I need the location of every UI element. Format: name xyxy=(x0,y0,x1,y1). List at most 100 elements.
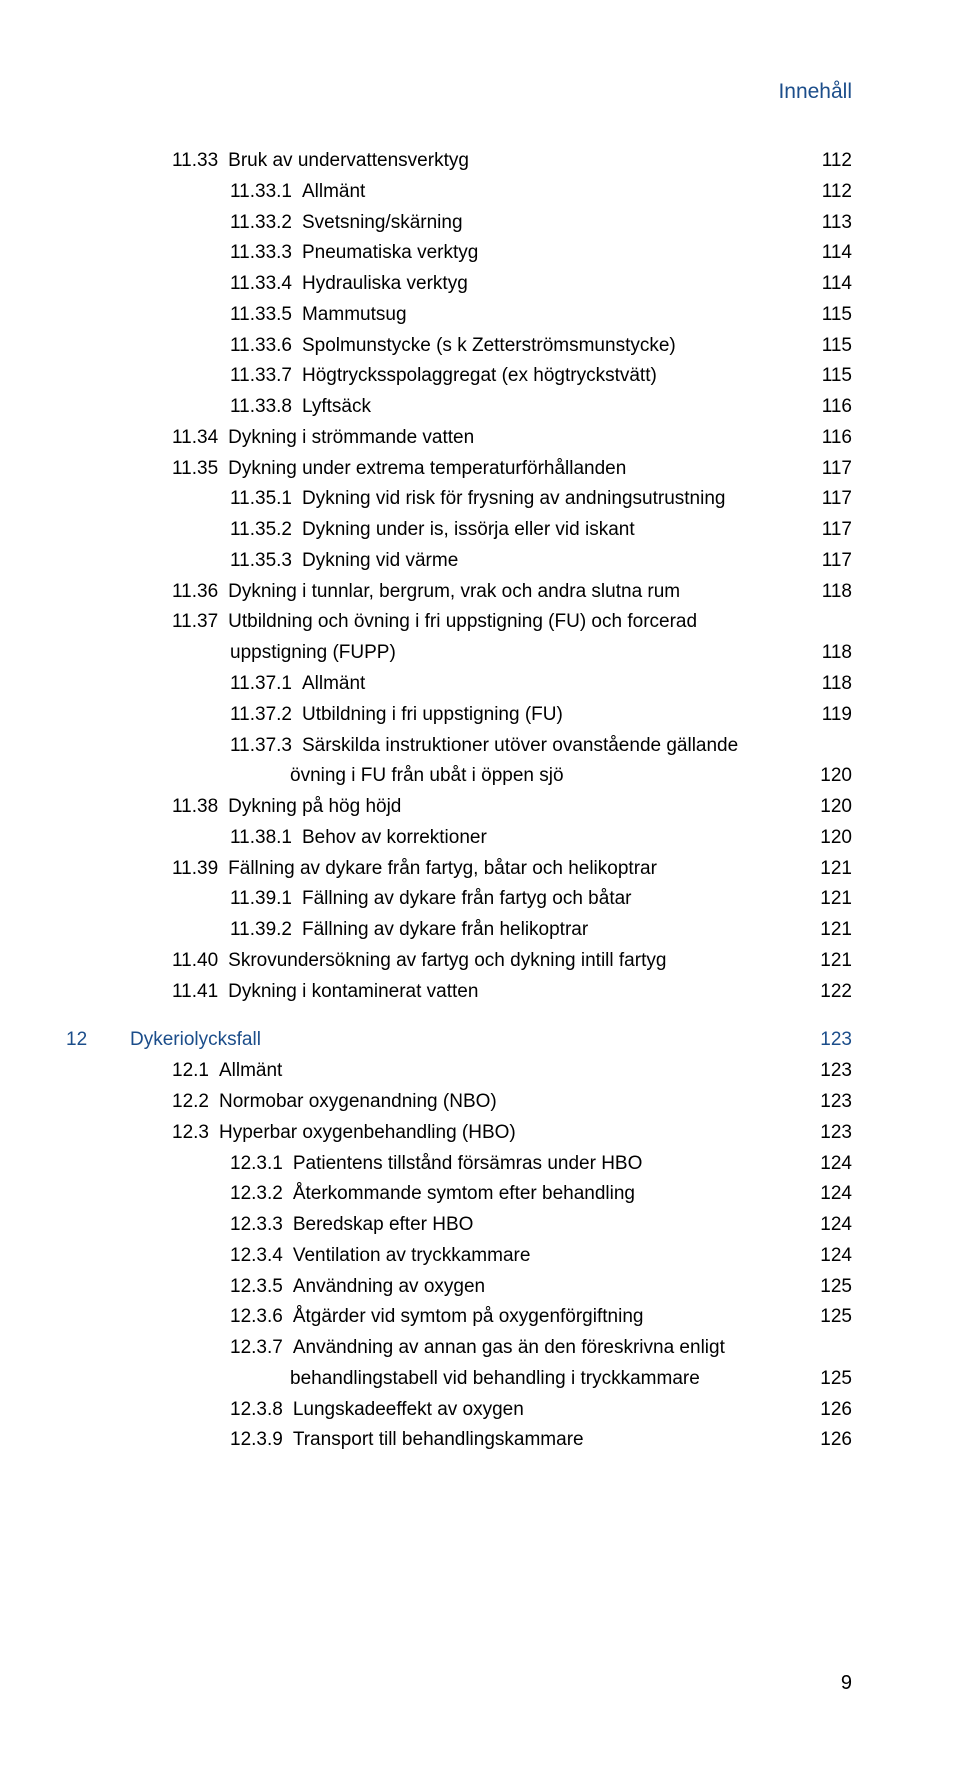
toc-page: 114 xyxy=(822,269,852,300)
toc-entry: 11.34Dykning i strömmande vatten116 xyxy=(120,423,852,454)
toc-page: 117 xyxy=(822,454,852,485)
toc-num: 11.33.5 xyxy=(230,300,292,331)
toc-page: 121 xyxy=(820,946,852,977)
toc-num: 11.35.3 xyxy=(230,546,292,577)
toc-label: Pneumatiska verktyg xyxy=(302,238,478,269)
toc-label: Spolmunstycke (s k Zetterströmsmunstycke… xyxy=(302,331,676,362)
toc-entry: 11.35 Dykning under extrema temperaturför… xyxy=(120,454,852,485)
toc-num: 11.39.1 xyxy=(230,884,292,915)
toc-page: 123 xyxy=(820,1118,852,1149)
toc-num: 12.3.1 xyxy=(230,1149,283,1180)
toc-page: 125 xyxy=(820,1364,852,1395)
toc-label: Lyftsäck xyxy=(302,392,371,423)
toc-label: Bruk av undervattensverktyg xyxy=(228,146,469,177)
toc-page: 126 xyxy=(820,1425,852,1456)
toc-label: Hydrauliska verktyg xyxy=(302,269,468,300)
toc-page: 121 xyxy=(820,915,852,946)
toc-num: 12.3.6 xyxy=(230,1302,283,1333)
toc-entry: 12.3.4Ventilation av tryckkammare124 xyxy=(120,1241,852,1272)
toc-num: 12.3.9 xyxy=(230,1425,283,1456)
toc-entry: 11.38.1Behov av korrektioner120 xyxy=(120,823,852,854)
toc-entry: 12.3.3Beredskap efter HBO124 xyxy=(120,1210,852,1241)
toc-entry: 11.41Dykning i kontaminerat vatten122 xyxy=(120,977,852,1008)
toc-num: 11.33.7 xyxy=(230,361,292,392)
toc-num: 11.36 xyxy=(172,577,218,608)
toc-num: 12.3.8 xyxy=(230,1395,283,1426)
toc-label: Allmänt xyxy=(302,177,365,208)
toc-entry: 12.3.5Användning av oxygen125 xyxy=(120,1272,852,1303)
toc-page: 123 xyxy=(820,1087,852,1118)
toc-page: 115 xyxy=(822,361,852,392)
page-number: 9 xyxy=(841,1672,852,1695)
toc-num: 11.33.3 xyxy=(230,238,292,269)
toc-label: Svetsning/skärning xyxy=(302,208,463,239)
toc-page: 125 xyxy=(820,1302,852,1333)
toc-label: Beredskap efter HBO xyxy=(293,1210,474,1241)
toc-num: 12.3 xyxy=(172,1118,209,1149)
toc-entry: 11.37Utbildning och övning i fri uppstig… xyxy=(120,607,852,638)
toc-page: 117 xyxy=(822,546,852,577)
toc-num: 11.35.2 xyxy=(230,515,292,546)
toc-label: Utbildning i fri uppstigning (FU) xyxy=(302,700,563,731)
toc-label: Dykning vid risk för frysning av andning… xyxy=(302,484,725,515)
toc-num: 12 xyxy=(66,1025,87,1056)
toc-num: 11.40 xyxy=(172,946,218,977)
toc-label: Behov av korrektioner xyxy=(302,823,487,854)
toc-page: 125 xyxy=(820,1272,852,1303)
toc-entry: 11.36 Dykning i tunnlar, bergrum, vrak oc… xyxy=(120,577,852,608)
toc-entry-cont: uppstigning (FUPP)118 xyxy=(120,638,852,669)
toc-entry: 11.33.6Spolmunstycke (s k Zetterströmsmu… xyxy=(120,331,852,362)
toc-label: Dykning i tunnlar, bergrum, vrak och and… xyxy=(228,577,680,608)
toc-label: Återkommande symtom efter behandling xyxy=(293,1179,635,1210)
toc-num: 12.3.4 xyxy=(230,1241,283,1272)
toc-label-cont: behandlingstabell vid behandling i tryck… xyxy=(290,1364,700,1395)
toc-label: Fällning av dykare från helikoptrar xyxy=(302,915,588,946)
toc-num: 11.37.3 xyxy=(230,731,292,762)
toc-label: Dykning under is, issörja eller vid iska… xyxy=(302,515,635,546)
toc-page: 118 xyxy=(822,638,852,669)
toc-page: 119 xyxy=(822,700,852,731)
toc-page: 118 xyxy=(822,669,852,700)
toc-page: 123 xyxy=(820,1056,852,1087)
toc-page: 114 xyxy=(822,238,852,269)
toc-entry: 11.33.7Högtrycksspolaggregat (ex högtryc… xyxy=(120,361,852,392)
toc-label: Dykning under extrema temperaturförhålla… xyxy=(228,454,626,485)
toc-label-cont: övning i FU från ubåt i öppen sjö xyxy=(290,761,564,792)
page-header: Innehåll xyxy=(120,80,852,104)
toc-page: 126 xyxy=(820,1395,852,1426)
toc-label: Dykeriolycksfall xyxy=(130,1025,261,1056)
toc-entry: 11.37.3Särskilda instruktioner utöver ov… xyxy=(120,731,852,762)
toc-num: 12.2 xyxy=(172,1087,209,1118)
toc-label: Transport till behandlingskammare xyxy=(293,1425,584,1456)
toc-entry: 12.3.2Återkommande symtom efter behandli… xyxy=(120,1179,852,1210)
toc-page: 115 xyxy=(822,331,852,362)
toc-label: Normobar oxygenandning (NBO) xyxy=(219,1087,497,1118)
toc-label: Användning av annan gas än den föreskriv… xyxy=(293,1333,852,1364)
toc-label: Patientens tillstånd försämras under HBO xyxy=(293,1149,643,1180)
toc-num: 11.33.8 xyxy=(230,392,292,423)
toc-entry: 11.38Dykning på hög höjd120 xyxy=(120,792,852,823)
toc-entry-cont: övning i FU från ubåt i öppen sjö120 xyxy=(120,761,852,792)
toc-page: 118 xyxy=(822,577,852,608)
toc-list: 11.33Bruk av undervattensverktyg11211.33… xyxy=(120,146,852,1456)
toc-page: 122 xyxy=(820,977,852,1008)
toc-label: Mammutsug xyxy=(302,300,407,331)
toc-entry: 11.39.2Fällning av dykare från helikoptr… xyxy=(120,915,852,946)
toc-page: 124 xyxy=(820,1179,852,1210)
toc-num: 11.38 xyxy=(172,792,218,823)
toc-page: 116 xyxy=(822,423,852,454)
toc-label: Dykning i strömmande vatten xyxy=(228,423,474,454)
toc-num: 12.1 xyxy=(172,1056,209,1087)
toc-page: 120 xyxy=(820,823,852,854)
toc-entry: 11.37.1Allmänt118 xyxy=(120,669,852,700)
toc-num: 11.41 xyxy=(172,977,218,1008)
toc-label: Hyperbar oxygenbehandling (HBO) xyxy=(219,1118,516,1149)
toc-entry: 11.33.4Hydrauliska verktyg114 xyxy=(120,269,852,300)
toc-num: 11.35 xyxy=(172,454,218,485)
toc-entry-cont: behandlingstabell vid behandling i tryck… xyxy=(120,1364,852,1395)
toc-entry: 11.35.1Dykning vid risk för frysning av … xyxy=(120,484,852,515)
toc-entry: 12Dykeriolycksfall123 xyxy=(120,1025,852,1056)
toc-num: 11.37.1 xyxy=(230,669,292,700)
toc-entry: 12.3 Hyperbar oxygenbehandling (HBO) 123 xyxy=(120,1118,852,1149)
toc-page: 115 xyxy=(822,300,852,331)
